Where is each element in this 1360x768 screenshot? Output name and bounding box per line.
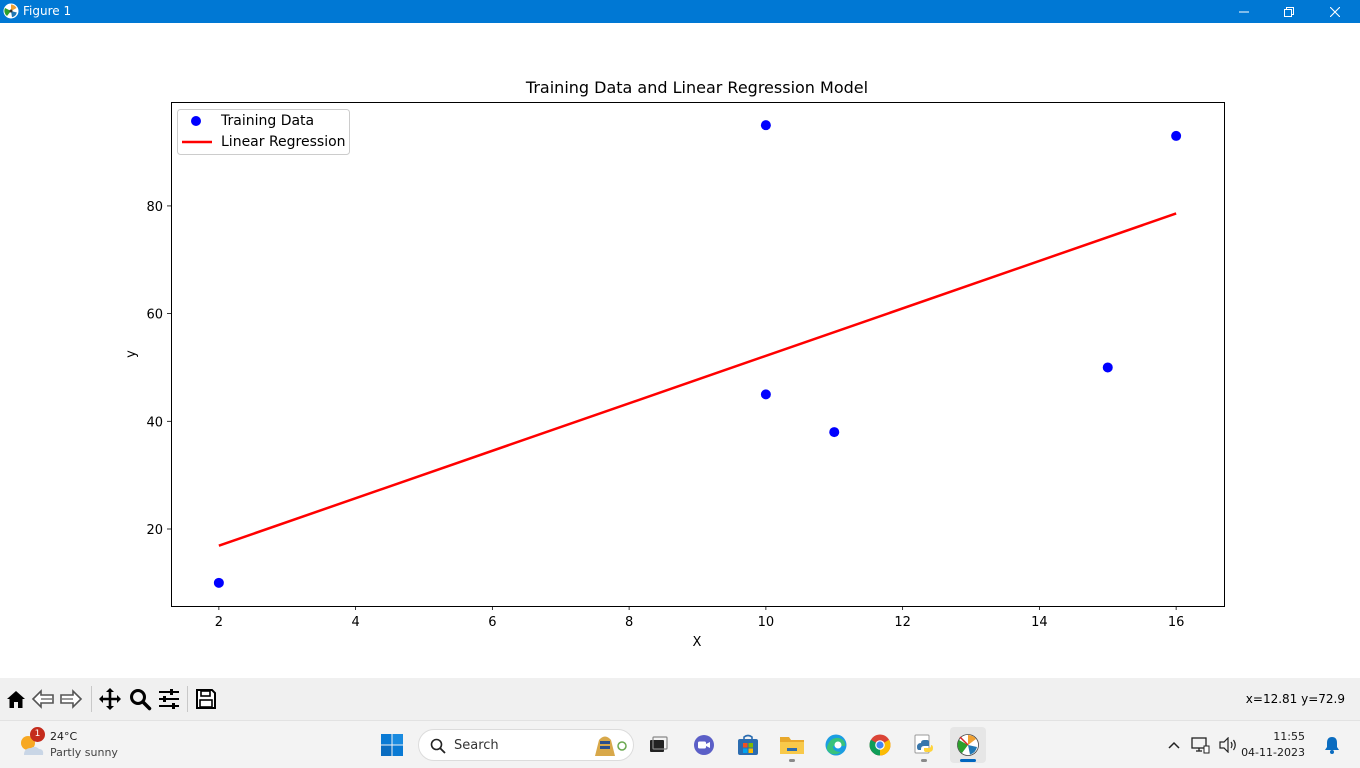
- clock-date: 04-11-2023: [1241, 746, 1305, 759]
- axes-frame: [171, 102, 1225, 607]
- pan-button[interactable]: [98, 687, 122, 711]
- video-chat-icon: [694, 735, 714, 755]
- back-button[interactable]: [31, 687, 55, 711]
- data-point: [760, 389, 771, 400]
- data-point: [1102, 362, 1113, 373]
- x-tick-label: 16: [1168, 615, 1185, 630]
- toolbar-separator: [187, 686, 188, 712]
- forward-button[interactable]: [59, 687, 83, 711]
- minimize-button[interactable]: [1221, 0, 1267, 23]
- legend-label-linear-regression: Linear Regression: [221, 134, 346, 150]
- x-axis-label: X: [693, 635, 702, 650]
- edge-browser-icon: [825, 734, 847, 756]
- plot-area: 2 4 6 8 10 12 14 16 20 40 60 80: [146, 102, 1225, 630]
- save-button[interactable]: [194, 687, 218, 711]
- weather-widget[interactable]: 1 24°C Partly sunny: [14, 727, 154, 763]
- x-tick-label: 6: [488, 615, 496, 630]
- windows-logo-icon: [381, 734, 403, 756]
- search-placeholder: Search: [454, 738, 499, 753]
- chart: Training Data and Linear Regression Mode…: [124, 78, 1225, 650]
- show-hidden-icons-button[interactable]: [1156, 727, 1192, 763]
- x-tick-label: 12: [894, 615, 911, 630]
- y-tick-label: 60: [146, 308, 163, 323]
- taskbar-chrome[interactable]: [862, 727, 898, 763]
- close-button[interactable]: [1312, 0, 1358, 23]
- taskbar-search[interactable]: Search: [418, 729, 634, 761]
- volume-control[interactable]: [1216, 727, 1240, 763]
- legend-label-training-data: Training Data: [220, 113, 314, 129]
- x-tick-label: 10: [758, 615, 775, 630]
- search-icon: [430, 738, 446, 754]
- chrome-browser-icon: [869, 734, 891, 756]
- search-highlight-icon: [595, 736, 627, 756]
- cursor-coordinates: x=12.81 y=72.9: [1245, 692, 1345, 706]
- weather-temperature: 24°C: [50, 730, 78, 743]
- matplotlib-icon: [957, 734, 979, 756]
- store-icon: [738, 734, 758, 755]
- home-icon: [7, 691, 25, 708]
- data-point: [213, 577, 224, 588]
- matplotlib-toolbar: x=12.81 y=72.9: [0, 678, 1360, 720]
- taskbar-file-explorer[interactable]: [774, 727, 810, 763]
- bell-icon: [1325, 737, 1339, 754]
- taskbar-matplotlib-figure[interactable]: [950, 727, 986, 763]
- pan-icon: [99, 688, 121, 710]
- taskbar-task-view[interactable]: [640, 727, 676, 763]
- data-point: [829, 427, 840, 438]
- home-button[interactable]: [4, 687, 28, 711]
- taskbar-python[interactable]: [906, 727, 942, 763]
- regression-line: [218, 212, 1177, 547]
- restore-button[interactable]: [1266, 0, 1312, 23]
- task-view-icon: [650, 736, 668, 752]
- figure-canvas[interactable]: Training Data and Linear Regression Mode…: [0, 23, 1360, 678]
- folder-icon: [780, 737, 804, 754]
- network-icon: [1191, 737, 1210, 754]
- toolbar-separator: [91, 686, 92, 712]
- restore-icon: [1284, 6, 1294, 17]
- taskbar-edge[interactable]: [818, 727, 854, 763]
- save-icon: [196, 689, 216, 709]
- speaker-icon: [1219, 737, 1236, 753]
- zoom-button[interactable]: [128, 687, 152, 711]
- x-tick-label: 4: [351, 615, 359, 630]
- y-tick-label: 80: [146, 200, 163, 215]
- clock-time: 11:55: [1273, 730, 1305, 743]
- close-icon: [1330, 6, 1340, 17]
- chevron-up-icon: [1168, 741, 1180, 749]
- taskbar: 1 24°C Partly sunny Search: [0, 720, 1360, 768]
- start-button[interactable]: [374, 727, 410, 763]
- network-status[interactable]: [1188, 727, 1212, 763]
- running-indicator: [921, 759, 927, 762]
- running-indicator: [789, 759, 795, 762]
- forward-icon: [60, 689, 83, 709]
- window-title: Figure 1: [23, 4, 72, 18]
- taskbar-store[interactable]: [730, 727, 766, 763]
- minimize-icon: [1239, 11, 1249, 12]
- matplotlib-app-icon: [3, 3, 19, 19]
- python-icon: [914, 734, 933, 754]
- notifications-button[interactable]: [1320, 727, 1344, 763]
- legend-marker-training-data: [191, 116, 201, 126]
- data-point: [1171, 130, 1182, 141]
- clock[interactable]: 11:55 04-11-2023: [1241, 729, 1305, 761]
- x-tick-label: 14: [1031, 615, 1048, 630]
- zoom-icon: [130, 689, 152, 711]
- x-tick-label: 2: [215, 615, 223, 630]
- running-indicator: [960, 759, 976, 762]
- legend: Training Data Linear Regression: [177, 109, 350, 155]
- taskbar-meet[interactable]: [686, 727, 722, 763]
- data-point: [760, 120, 771, 131]
- configure-subplots-icon: [159, 689, 179, 709]
- configure-subplots-button[interactable]: [157, 687, 181, 711]
- notification-badge: 1: [30, 727, 45, 742]
- y-tick-label: 20: [146, 523, 163, 538]
- window-titlebar: Figure 1: [0, 0, 1360, 23]
- legend-frame: [177, 109, 350, 155]
- chart-title: Training Data and Linear Regression Mode…: [525, 78, 868, 97]
- back-icon: [31, 689, 54, 709]
- y-axis-label: y: [124, 350, 139, 358]
- x-tick-label: 8: [625, 615, 633, 630]
- y-tick-label: 40: [146, 415, 163, 430]
- weather-condition: Partly sunny: [50, 746, 118, 759]
